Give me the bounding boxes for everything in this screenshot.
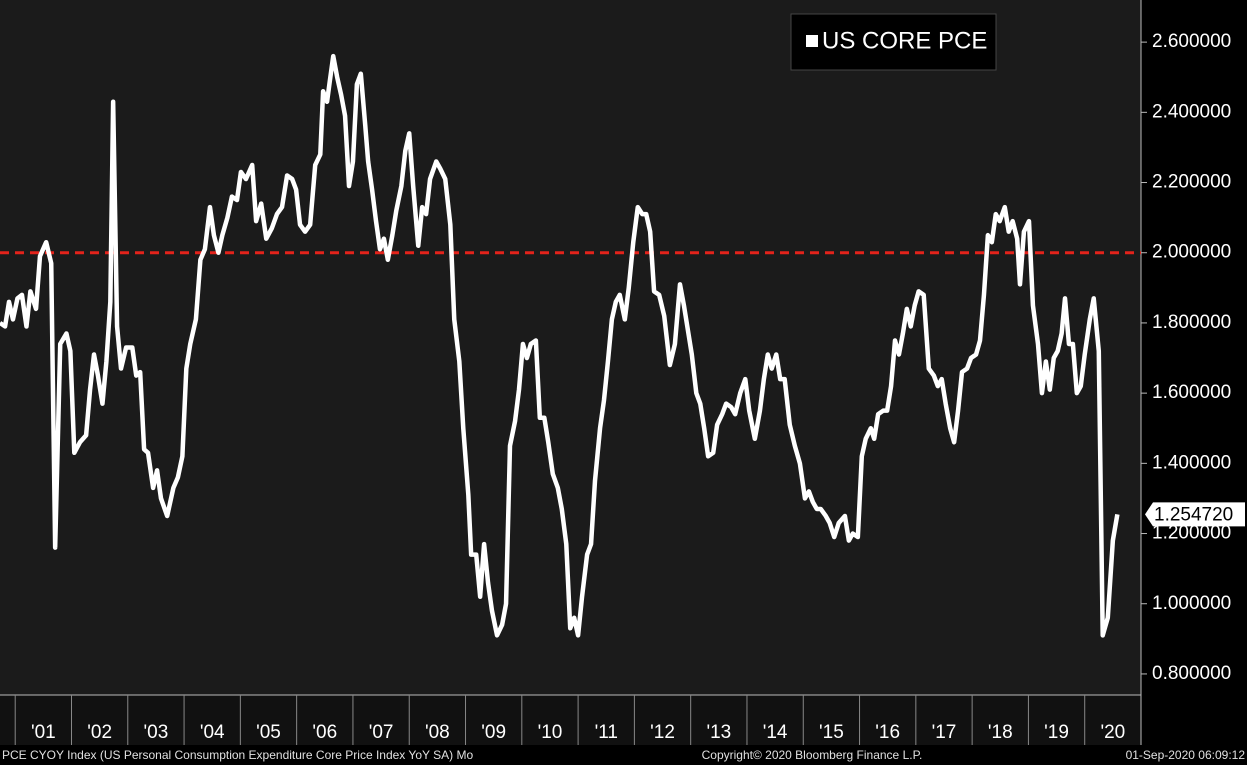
x-tick-label: '07 xyxy=(369,722,394,743)
footer-date: 01-Sep-2020 06:09:12 xyxy=(1126,748,1246,762)
y-tick-label: 2.400000 xyxy=(1152,101,1231,122)
x-tick-label: '05 xyxy=(256,722,281,743)
x-tick-label: '18 xyxy=(988,722,1013,743)
y-tick-label: 1.400000 xyxy=(1152,452,1231,473)
x-tick-label: '09 xyxy=(481,722,506,743)
last-value-tag xyxy=(1145,502,1245,527)
legend-swatch xyxy=(806,35,818,47)
x-tick-label: '10 xyxy=(538,722,563,743)
y-tick-label: 2.200000 xyxy=(1152,172,1231,193)
x-tick-label: '20 xyxy=(1100,722,1125,743)
legend-box xyxy=(790,13,997,71)
y-tick-label: 1.200000 xyxy=(1152,523,1231,544)
x-tick-label: '01 xyxy=(31,722,56,743)
y-tick-label: 2.000000 xyxy=(1152,242,1231,263)
x-tick-label: '04 xyxy=(200,722,225,743)
x-tick-label: '15 xyxy=(819,722,844,743)
y-tick-label: 1.000000 xyxy=(1152,593,1231,614)
x-tick-label: '14 xyxy=(763,722,788,743)
x-axis-strip xyxy=(0,695,1141,745)
layer: 0.800000 1.000000 1.200000 1.400000 1.600000… xyxy=(0,31,1245,745)
x-tick-label: '08 xyxy=(425,722,450,743)
x-tick-label: '17 xyxy=(932,722,957,743)
x-tick-label: '16 xyxy=(875,722,900,743)
footer-copyright: Copyright© 2020 Bloomberg Finance L.P. xyxy=(702,748,923,762)
footer-source: PCE CYOY Index (US Personal Consumption … xyxy=(2,748,473,762)
y-tick-label: 1.600000 xyxy=(1152,382,1231,403)
x-tick-label: '12 xyxy=(650,722,675,743)
x-tick-label: '11 xyxy=(595,722,618,743)
x-tick-label: '13 xyxy=(706,722,731,743)
y-tick-label: 0.800000 xyxy=(1152,663,1231,684)
x-tick-label: '06 xyxy=(312,722,337,743)
x-tick-label: '19 xyxy=(1044,722,1069,743)
x-tick-label: '02 xyxy=(87,722,112,743)
series-line xyxy=(0,53,1120,638)
last-value-label: 1.254720 xyxy=(1154,504,1233,525)
legend-label: US CORE PCE xyxy=(822,27,987,54)
x-tick-label: '03 xyxy=(144,722,169,743)
y-tick-label: 2.600000 xyxy=(1152,31,1231,52)
y-tick-label: 1.800000 xyxy=(1152,312,1231,333)
